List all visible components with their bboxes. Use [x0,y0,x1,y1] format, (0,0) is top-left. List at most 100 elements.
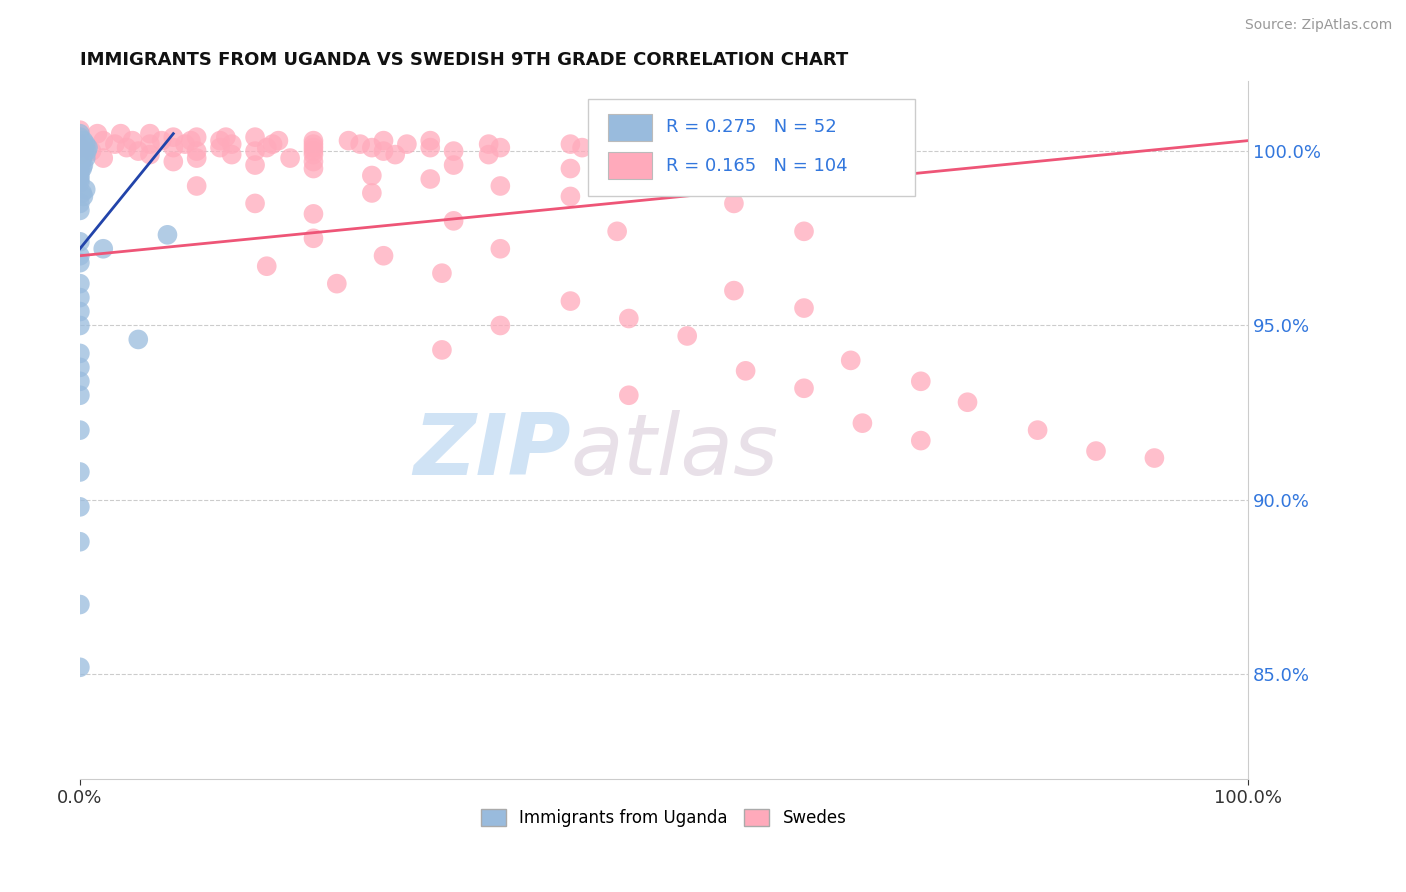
Point [69,165,91,179]
Point [70,186,93,200]
Point [243,130,266,145]
Point [839,353,862,368]
Point [302,231,325,245]
FancyBboxPatch shape [607,153,652,179]
Point [489,179,512,194]
Point [91,242,114,256]
Point [72,134,94,148]
Point [617,388,640,402]
Point [419,172,441,186]
Point [110,127,132,141]
Point [76,144,98,158]
Point [69,137,91,152]
FancyBboxPatch shape [588,99,915,196]
Point [104,137,127,152]
Point [69,158,91,172]
Point [69,235,91,249]
Point [443,158,465,172]
Point [676,172,699,186]
Point [419,134,441,148]
Point [156,227,179,242]
Point [69,388,91,402]
Point [734,364,756,378]
Point [186,151,208,165]
Point [69,374,91,388]
Point [69,127,91,141]
Point [69,500,91,514]
Point [443,214,465,228]
Point [69,318,91,333]
Point [91,134,114,148]
Point [373,144,395,158]
Point [69,130,91,145]
Point [69,147,91,161]
Point [69,203,91,218]
Point [69,598,91,612]
Point [384,147,406,161]
Point [139,147,162,161]
Point [1143,450,1166,465]
Point [360,140,382,154]
FancyBboxPatch shape [607,114,652,141]
Point [69,147,91,161]
Point [221,137,243,152]
Point [443,144,465,158]
Point [243,144,266,158]
Point [70,147,93,161]
Point [302,134,325,148]
Point [360,169,382,183]
Point [69,196,91,211]
Point [560,137,582,152]
Point [73,144,96,158]
Point [430,266,453,280]
Point [86,127,108,141]
Point [75,182,97,196]
Point [793,301,815,315]
Point [127,333,149,347]
Point [69,140,91,154]
Point [72,147,94,161]
Point [186,179,208,194]
Point [489,242,512,256]
Point [75,151,97,165]
Point [676,329,699,343]
Point [337,134,360,148]
Point [793,381,815,395]
Point [262,137,284,152]
Point [395,137,418,152]
Point [69,304,91,318]
Point [69,172,91,186]
Point [278,151,301,165]
Point [69,144,91,158]
Point [69,360,91,375]
Point [302,161,325,176]
Text: Source: ZipAtlas.com: Source: ZipAtlas.com [1244,18,1392,32]
Point [373,249,395,263]
Point [69,291,91,305]
Point [69,154,91,169]
Point [69,161,91,176]
Point [1026,423,1049,437]
Point [174,137,197,152]
Point [221,147,243,161]
Point [72,158,94,172]
Point [139,137,162,152]
Point [121,134,143,148]
Point [69,534,91,549]
Point [302,207,325,221]
Legend: Immigrants from Uganda, Swedes: Immigrants from Uganda, Swedes [474,802,853,833]
Point [69,140,91,154]
Point [419,140,441,154]
Text: R = 0.275   N = 52: R = 0.275 N = 52 [666,119,837,136]
Point [956,395,979,409]
Point [69,346,91,360]
Point [77,140,100,154]
Point [208,140,231,154]
Point [478,137,501,152]
Point [793,224,815,238]
Point [208,134,231,148]
Point [243,158,266,172]
Point [349,137,371,152]
Point [69,660,91,674]
Point [70,140,93,154]
